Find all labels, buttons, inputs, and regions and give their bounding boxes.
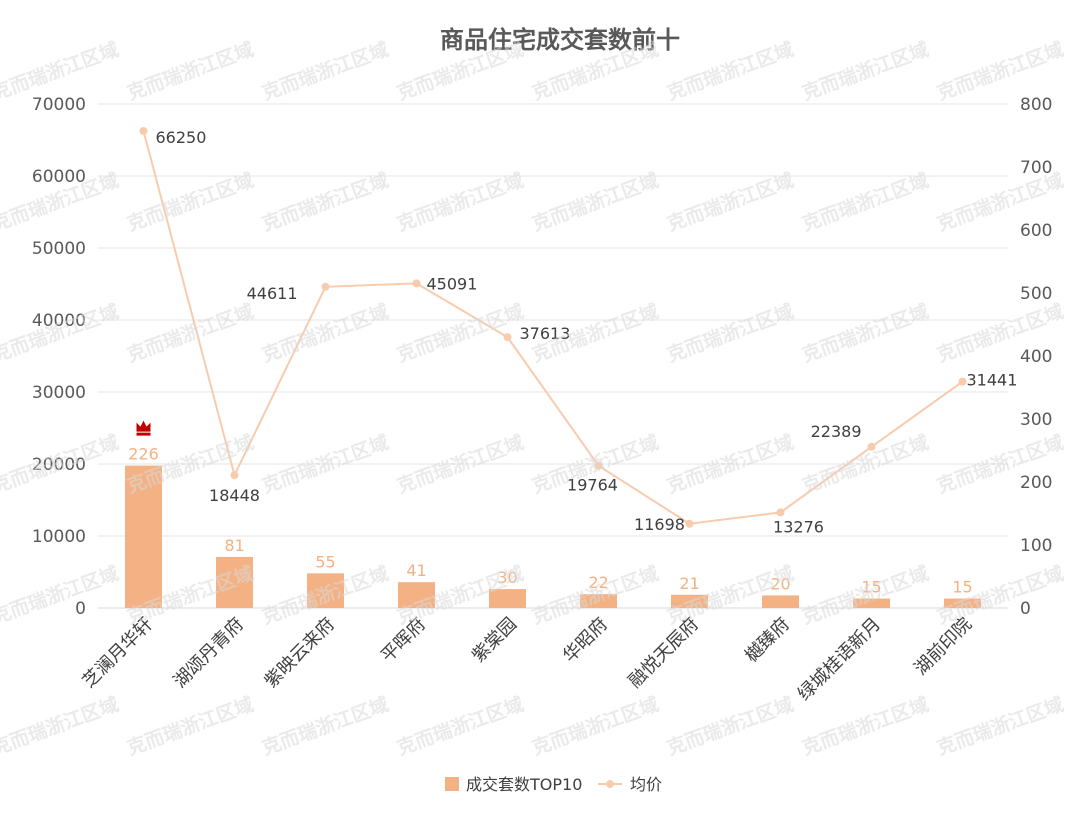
line-value-label: 22389 (811, 422, 862, 441)
bar-value-label: 226 (128, 445, 159, 464)
bar-value-label: 15 (952, 578, 972, 597)
line-point (139, 127, 148, 135)
bar-value-label: 41 (406, 561, 426, 580)
line-value-label: 13276 (773, 517, 824, 536)
bar (580, 594, 617, 608)
line-point (867, 442, 876, 451)
line-value-label: 19764 (567, 476, 618, 495)
crown-marker (136, 420, 151, 436)
line-value-label: 11698 (634, 515, 685, 534)
bar (853, 598, 890, 608)
bar-value-label: 30 (497, 568, 517, 587)
bar-value-label: 21 (679, 574, 699, 593)
line-point (412, 279, 421, 288)
y-left-tick-label: 70000 (32, 95, 86, 115)
line-value-label: 66250 (156, 128, 207, 147)
line-path (142, 130, 964, 525)
line-value-label: 37613 (520, 324, 571, 343)
line-point (958, 377, 967, 386)
bar (216, 556, 253, 608)
data-labels: 226 81 55 41 30 22 21 20 15 15 66250 18448 44611 4509… (128, 128, 1017, 597)
y-right-tick-label: 600 (1020, 221, 1052, 241)
y-right-tick-label: 700 (1020, 158, 1052, 178)
bar (489, 589, 526, 608)
bar (307, 573, 344, 608)
line-value-label: 31441 (967, 371, 1018, 390)
y-right-tick-label: 100 (1020, 536, 1052, 556)
y-left-tick-label: 30000 (32, 383, 86, 403)
y-left-tick-label: 0 (75, 599, 86, 619)
crown-shape (136, 420, 151, 432)
y-right-tick-label: 500 (1020, 284, 1052, 304)
bar-value-label: 81 (224, 536, 244, 555)
line-value-label: 45091 (427, 274, 478, 293)
line-point (685, 519, 694, 528)
line-point (594, 461, 603, 470)
y-left-tick-label: 50000 (32, 239, 86, 259)
line-point (230, 471, 239, 480)
bar-value-label: 55 (315, 552, 335, 571)
y-right-tick-label: 400 (1020, 347, 1052, 367)
legend-bar-swatch (445, 777, 459, 791)
y-left-tick-label: 60000 (32, 167, 86, 187)
line-value-label: 18448 (209, 486, 260, 505)
y-left-tick-label: 40000 (32, 311, 86, 331)
bar-series (125, 465, 981, 608)
legend-line-label: 均价 (630, 775, 662, 794)
bar-value-label: 15 (861, 578, 881, 597)
chart-title: 商品住宅成交套数前十 (440, 26, 680, 54)
bar-value-label: 22 (588, 573, 608, 592)
y-right-tick-label: 200 (1020, 473, 1052, 493)
line-series (139, 127, 967, 528)
bar (671, 594, 708, 608)
line-value-label: 44611 (247, 284, 298, 303)
line-point (321, 282, 330, 291)
legend: 成交套数TOP10 均价 (445, 775, 662, 794)
y-right-tick-label: 800 (1020, 95, 1052, 115)
crown-base (136, 432, 151, 436)
y-right-tick-label: 0 (1020, 599, 1031, 619)
y-left-tick-label: 10000 (32, 527, 86, 547)
line-point (503, 333, 512, 342)
legend-line-marker (606, 780, 614, 788)
bar (944, 598, 981, 608)
bar (125, 465, 162, 608)
legend-bar-label: 成交套数TOP10 (466, 775, 582, 794)
bar (762, 595, 799, 608)
y-left-tick-label: 20000 (32, 455, 86, 475)
line-point (776, 508, 785, 517)
y-right-tick-label: 300 (1020, 410, 1052, 430)
bar (398, 582, 435, 608)
bar-value-label: 20 (770, 574, 790, 593)
crown-icon (136, 420, 151, 436)
